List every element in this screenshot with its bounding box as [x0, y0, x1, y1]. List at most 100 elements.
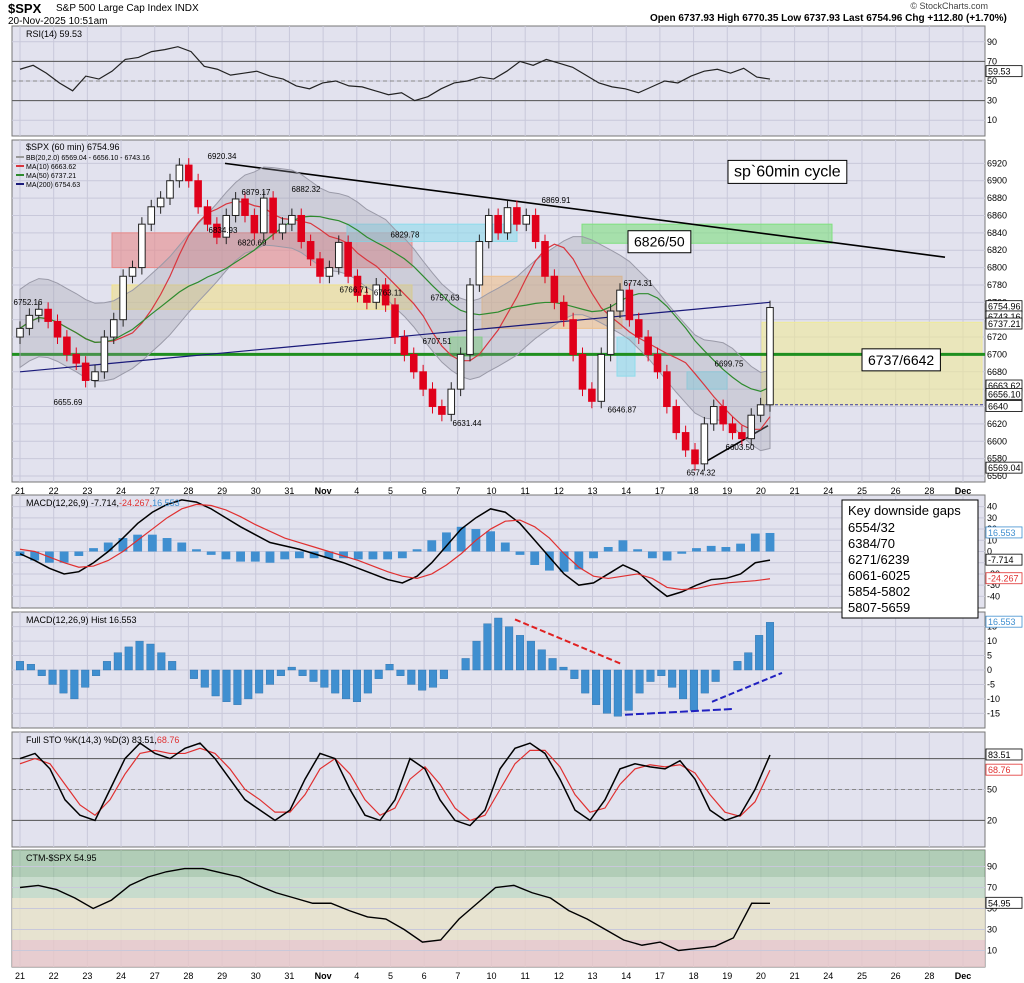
hist-bar [461, 658, 470, 671]
x-tick-label-bottom: 18 [689, 971, 699, 981]
price-annotation: 6603.50 [726, 443, 755, 452]
candle-body [569, 319, 577, 355]
candle-body [691, 449, 699, 465]
macd-hist-bar [603, 547, 613, 552]
price-annotation: 6882.32 [292, 185, 321, 194]
rsi-title: RSI(14) 59.53 [26, 29, 82, 39]
macd-hist-bar [618, 540, 628, 552]
price-textbox [627, 230, 692, 254]
hist-bar [255, 669, 264, 694]
price-annotation: 6763.11 [374, 289, 403, 298]
hist-bar [657, 669, 666, 676]
candle-body [653, 353, 662, 373]
hist-bar [429, 669, 438, 688]
price-right-label: 6663.62 [988, 381, 1021, 391]
ctm-zone-mid [12, 898, 985, 940]
macd-hist-bar [442, 532, 451, 552]
x-tick-label-bottom: 31 [284, 971, 294, 981]
price-zone [581, 223, 833, 244]
candle-body [194, 180, 202, 208]
hist-bar [515, 635, 525, 671]
x-tick-label: 6 [422, 486, 427, 496]
hist-right-label-box [985, 615, 1023, 628]
candle-body [588, 388, 596, 402]
price-annotation: 6646.87 [608, 406, 637, 415]
chart-symbol: $SPX [8, 1, 42, 16]
candle-body [503, 207, 512, 234]
rsi-tick: 30 [987, 96, 997, 106]
candle-body [513, 207, 521, 225]
price-tick: 6560 [987, 471, 1007, 481]
macd-hist-bar [427, 540, 437, 552]
x-tick-label: 11 [521, 486, 530, 496]
candle-body [728, 423, 737, 434]
hist-bar [26, 664, 35, 671]
x-tick-label-bottom: 6 [422, 971, 427, 981]
price-right-label: 6569.04 [988, 463, 1021, 473]
hist-bar [189, 669, 198, 679]
hist-downtrend-line [514, 618, 623, 666]
price-right-label-box [985, 400, 1023, 412]
hist-bar [472, 640, 481, 671]
hist-bar [102, 661, 111, 671]
hist-bar [374, 669, 383, 679]
x-tick-label-bottom: 4 [354, 971, 359, 981]
macd-hist-bar [368, 551, 378, 560]
macd-hist-bar [59, 551, 69, 563]
rsi-tick: 50 [987, 76, 997, 86]
hist-bar [363, 669, 372, 694]
candle-body [400, 336, 409, 355]
candle-body [72, 353, 81, 364]
x-tick-label-bottom: 14 [621, 971, 631, 981]
hist-tick: -5 [987, 679, 995, 689]
macd-title: MACD(12,26,9) -7.714, [26, 498, 119, 508]
candle-body [719, 406, 727, 425]
bollinger-band [19, 166, 771, 452]
hist-bar [646, 669, 655, 682]
hist-bar [265, 669, 275, 685]
price-right-label: 6754.96 [988, 302, 1021, 312]
macd-hist-bar [89, 548, 98, 552]
candle-body [447, 388, 456, 415]
candle-body [147, 206, 156, 225]
price-textbox-label: 6826/50 [634, 234, 685, 250]
hist-bar [679, 669, 688, 700]
x-tick-label: 31 [284, 486, 294, 496]
candle-body [456, 353, 465, 390]
x-tick-label-bottom: 5 [388, 971, 393, 981]
hist-bar [59, 669, 68, 694]
price-tick: 6900 [987, 176, 1007, 186]
candle-body [541, 241, 549, 277]
macd-hist-bar [324, 551, 334, 559]
rsi-tick: 90 [987, 37, 997, 47]
hist-tick: 0 [987, 665, 992, 675]
hist-bar [635, 669, 644, 694]
x-tick-label-bottom: 7 [455, 971, 460, 981]
ctm-right-label-box [985, 896, 1023, 909]
x-tick-label: 26 [891, 486, 901, 496]
rsi-line [19, 46, 771, 102]
hist-bar [320, 669, 329, 688]
candle-body [672, 406, 681, 434]
macd-hist-bar [133, 534, 143, 552]
candle-body [16, 327, 24, 338]
candle-body [250, 214, 259, 234]
price-right-label-box [985, 461, 1023, 474]
price-right-label: 6737.21 [988, 319, 1021, 329]
macd-hist-bar [30, 551, 40, 561]
ctm-zone-high [12, 850, 985, 877]
price-annotation: 6879.17 [242, 188, 271, 197]
chart-name: S&P 500 Large Cap Index INDX [56, 3, 199, 14]
price-annotation: 6766.71 [340, 285, 369, 294]
hist-bar [168, 661, 177, 671]
macd-hist-bar [692, 548, 701, 552]
price-zone [449, 336, 483, 357]
macd-hist-bar [118, 538, 128, 552]
candle-body [747, 414, 756, 440]
candle-body [156, 197, 165, 208]
hist-bar [559, 666, 568, 671]
macd-line [19, 499, 771, 598]
hist-tick: -15 [987, 708, 1000, 718]
x-tick-label: 22 [49, 486, 59, 496]
candle-body [363, 294, 371, 303]
